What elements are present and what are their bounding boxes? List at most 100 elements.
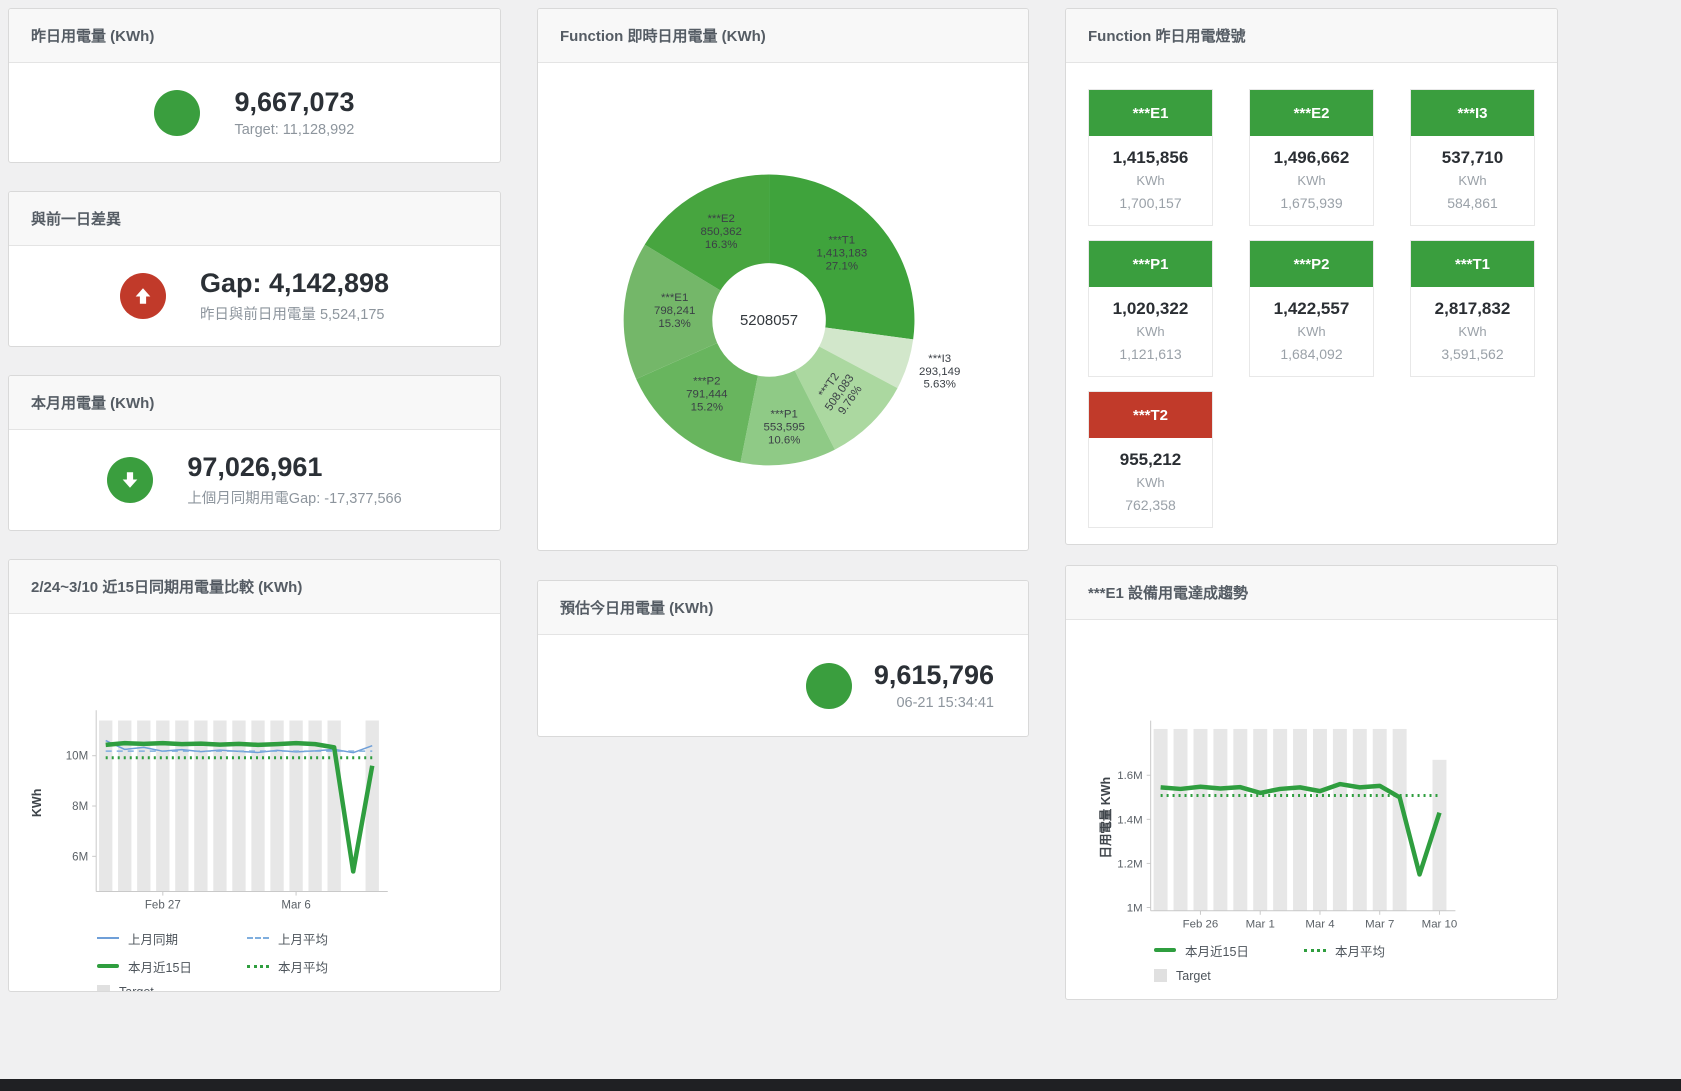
tile-target-value: 1,121,613 <box>1119 346 1182 362</box>
function-light-tile: ***I3 537,710 KWh 584,861 <box>1410 89 1535 226</box>
tile-status-header: ***I3 <box>1411 90 1534 136</box>
tile-status-header: ***E1 <box>1089 90 1212 136</box>
tile-unit-label: KWh <box>1458 173 1487 188</box>
legend-item[interactable]: 本月近15日 <box>1154 941 1304 960</box>
donut-body: ***T1 1,413,183 27.1% ***I3 293,149 5.63% ***T… <box>538 63 1028 550</box>
donut-slice <box>819 327 914 389</box>
tile-kwh-value: 2,817,832 <box>1434 299 1511 318</box>
tile-kwh-value: 955,212 <box>1119 450 1182 469</box>
tile-kwh-value: 537,710 <box>1441 148 1504 167</box>
panel-title: ***E1 設備用電達成趨勢 <box>1088 585 1249 602</box>
donut-center-total: 5208057 <box>740 312 798 329</box>
target-bar <box>1213 728 1228 911</box>
donut-slice-label: ***P1 553,595 10.6% <box>764 409 805 447</box>
chart-legend: 上月同期 上月平均本月近15日 本月平均 Target <box>97 929 500 991</box>
tile-target-value: 762,358 <box>1125 497 1176 513</box>
x-tick-label: Mar 7 <box>1365 919 1394 931</box>
tile-target-value: 3,591,562 <box>1441 346 1504 362</box>
arrow-down-icon <box>122 472 138 488</box>
panel-function-lights: Function 昨日用電燈號 ***E1 1,415,856 KWh 1,70… <box>1065 8 1558 545</box>
kpi-timestamp: 06-21 15:34:41 <box>896 695 994 712</box>
e1-trend-chart: 1M 1.2M 1.4M 1.6M Feb 26 Mar 1 Mar 4 Mar 7 Mar 1… <box>1099 720 1458 931</box>
status-circle-green <box>805 662 852 709</box>
legend-label: 本月平均 <box>278 960 329 975</box>
target-bar <box>232 720 246 892</box>
tile-target-value: 1,700,157 <box>1119 195 1182 211</box>
chart-legend: 本月近15日 本月平均 Target <box>1154 941 1557 983</box>
legend-label: 本月近15日 <box>128 960 192 975</box>
tile-kwh-value: 1,020,322 <box>1112 299 1189 318</box>
donut-slice <box>794 346 898 450</box>
legend-label: 上月同期 <box>128 932 179 947</box>
x-tick-label: Feb 27 <box>145 900 181 912</box>
legend-marker-line-thin <box>97 937 119 940</box>
target-bar <box>365 720 379 892</box>
panel-today-estimate: 預估今日用電量 (KWh) 9,615,796 06-21 15:34:41 <box>537 580 1029 737</box>
legend-item[interactable]: 本月平均 <box>1304 941 1474 960</box>
target-bar <box>251 720 265 892</box>
legend-label: Target <box>1176 968 1211 983</box>
tile-unit-label: KWh <box>1458 324 1487 339</box>
tile-unit-label: KWh <box>1136 324 1165 339</box>
target-bar <box>175 720 189 892</box>
left-column: 昨日用電量 (KWh) 9,667,073 Target: 11,128,992… <box>8 8 501 1000</box>
chart-body: 1M 1.2M 1.4M 1.6M Feb 26 Mar 1 Mar 4 Mar 7 Mar 1… <box>1066 620 1557 999</box>
panel-header: 本月用電量 (KWh) <box>9 376 500 430</box>
kpi-body: 9,667,073 Target: 11,128,992 <box>9 63 500 162</box>
kpi-subtitle: 昨日與前日用電量 5,524,175 <box>199 307 385 324</box>
panel-header: Function 即時日用電量 (KWh) <box>538 9 1028 63</box>
x-tick-label: Mar 1 <box>1246 919 1275 931</box>
window-bottom-bar <box>0 1079 1681 1091</box>
legend-item[interactable]: 本月平均 <box>247 957 417 976</box>
legend-item[interactable]: 上月同期 <box>97 929 247 948</box>
x-tick-label: Mar 10 <box>1422 919 1458 931</box>
target-bar <box>1253 728 1268 911</box>
target-bar <box>289 720 303 892</box>
y-tick-label: 8M <box>72 801 88 813</box>
target-bar <box>1273 728 1288 911</box>
panel-title: 2/24~3/10 近15日同期用電量比較 (KWh) <box>31 579 303 596</box>
legend-item[interactable]: 本月近15日 <box>97 957 247 976</box>
legend-marker-line-thick <box>97 964 119 969</box>
legend-item[interactable]: Target <box>1154 969 1304 983</box>
kpi-body: Gap: 4,142,898 昨日與前日用電量 5,524,175 <box>9 246 500 346</box>
target-bar <box>1312 728 1327 911</box>
tile-status-header: ***T2 <box>1089 392 1212 438</box>
target-bar <box>308 720 322 892</box>
target-bar <box>1432 759 1447 911</box>
target-bar <box>156 720 170 892</box>
tile-body: 2,817,832 KWh 3,591,562 <box>1411 287 1534 376</box>
tile-status-header: ***P2 <box>1250 241 1373 287</box>
tile-function-label: ***T2 <box>1132 406 1169 424</box>
function-light-tile: ***T2 955,212 KWh 762,358 <box>1088 391 1213 528</box>
legend-label: 本月近15日 <box>1185 944 1249 959</box>
tile-target-value: 1,675,939 <box>1280 195 1343 211</box>
panel-realtime-donut: Function 即時日用電量 (KWh) ***T1 1,413,183 27.1… <box>537 8 1029 551</box>
y-tick-label: 1M <box>1127 902 1143 914</box>
target-bar <box>1332 728 1347 911</box>
tile-function-label: ***E1 <box>1132 104 1169 122</box>
status-circle-green <box>154 89 201 136</box>
kpi-subtitle: Target: 11,128,992 <box>234 122 355 139</box>
y-tick-label: 1.4M <box>1117 814 1142 826</box>
middle-column: Function 即時日用電量 (KWh) ***T1 1,413,183 27.1… <box>537 8 1029 1000</box>
panel-header: 與前一日差異 <box>9 192 500 246</box>
y-axis-label: 日用電量 KWh <box>1099 777 1113 859</box>
target-bar <box>1372 728 1387 911</box>
tile-unit-label: KWh <box>1136 173 1165 188</box>
x-tick-label: Mar 6 <box>281 900 310 912</box>
tile-function-label: ***P1 <box>1132 255 1169 273</box>
tile-status-header: ***T1 <box>1411 241 1534 287</box>
x-tick-label: Mar 4 <box>1305 919 1335 931</box>
legend-item[interactable]: 上月平均 <box>247 929 417 948</box>
donut-slice <box>623 244 721 379</box>
tile-function-label: ***T1 <box>1454 255 1491 273</box>
panel-title: 昨日用電量 (KWh) <box>31 28 155 45</box>
donut-slice <box>769 174 915 340</box>
tile-body: 1,422,557 KWh 1,684,092 <box>1250 287 1373 376</box>
panel-day-gap: 與前一日差異 Gap: 4,142,898 昨日與前日用電量 5,524,175 <box>8 191 501 347</box>
panel-header: 2/24~3/10 近15日同期用電量比較 (KWh) <box>9 560 500 614</box>
target-bar <box>1173 728 1188 911</box>
target-bar <box>1293 728 1308 911</box>
legend-item[interactable]: Target <box>97 985 247 991</box>
